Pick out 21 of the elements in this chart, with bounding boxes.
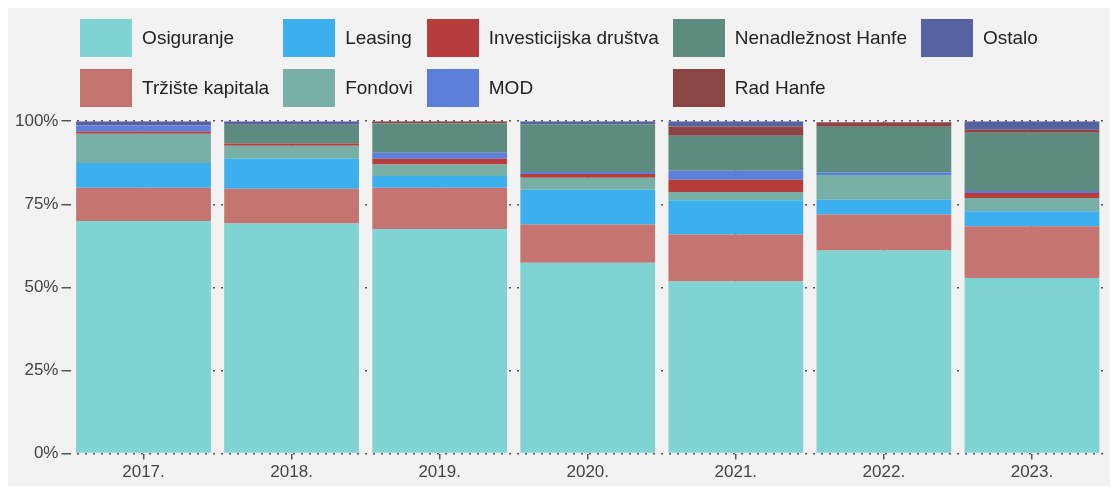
- y-tick-label: 25%: [24, 360, 59, 380]
- x-tick-label: 2021.: [714, 462, 758, 482]
- x-tick-label: 2023.: [1010, 462, 1054, 482]
- x-tick-label: 2022.: [862, 462, 906, 482]
- legend-label: Ostalo: [982, 27, 1038, 49]
- legend-label: MOD: [488, 77, 534, 99]
- y-tick-label: 75%: [24, 193, 59, 213]
- legend-label: Fondovi: [345, 77, 413, 99]
- x-tick-label: 2019.: [418, 462, 461, 482]
- x-tick-label: 2020.: [566, 462, 610, 482]
- legend-label: Leasing: [345, 27, 412, 49]
- legend-label: Investicijska društva: [488, 27, 659, 49]
- legend-label: Osiguranje: [142, 27, 234, 49]
- y-tick-label: 50%: [24, 277, 59, 297]
- y-tick-label: 0%: [33, 443, 59, 463]
- x-tick-label: 2018.: [270, 462, 313, 482]
- y-tick-label: 100%: [15, 110, 59, 130]
- x-tick-label: 2017.: [122, 462, 165, 482]
- legend-label: Nenadležnost Hanfe: [734, 27, 907, 49]
- legend-label: Tržište kapitala: [142, 77, 270, 99]
- legend-label: Rad Hanfe: [734, 77, 826, 99]
